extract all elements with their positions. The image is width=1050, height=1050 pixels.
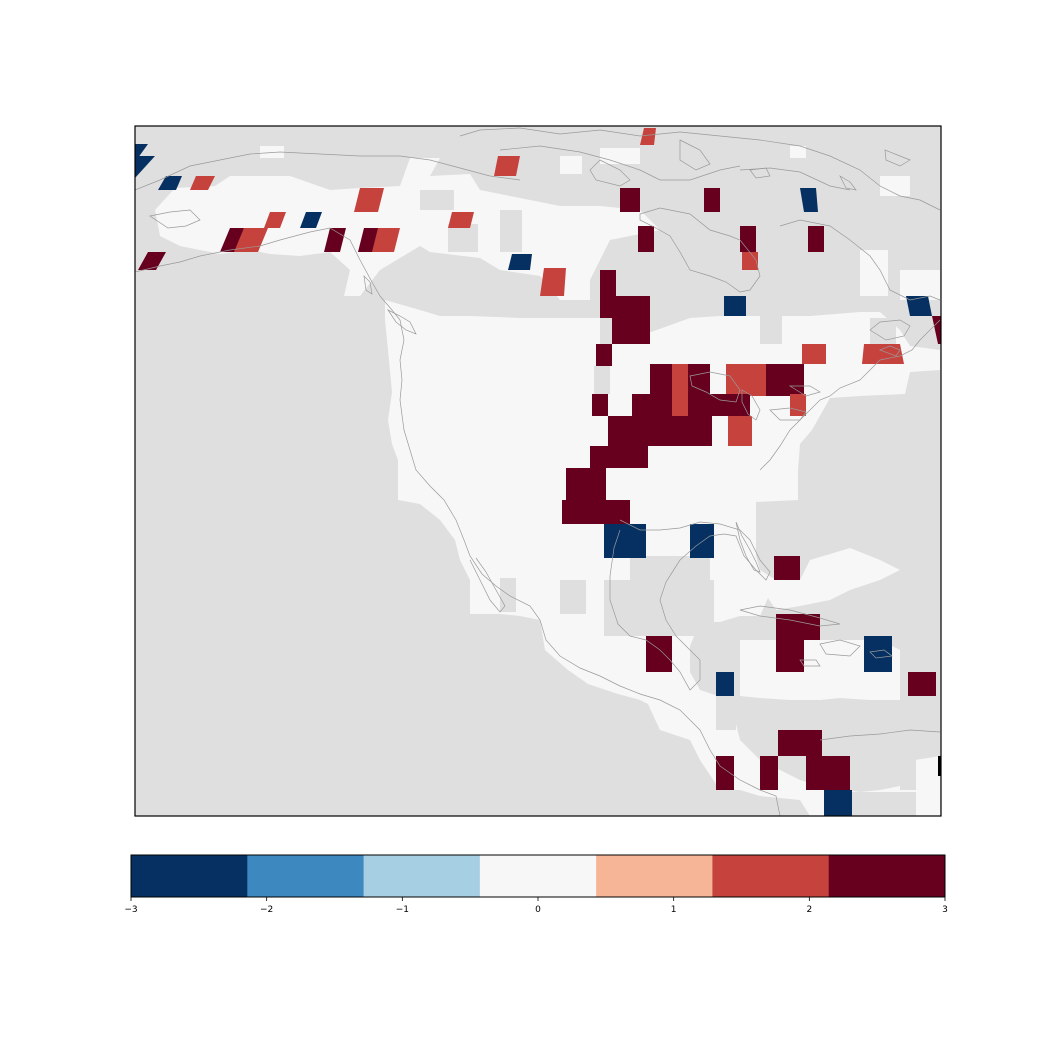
cell-alaska-w2 [135,156,155,178]
colorbar-tick-label: −2 [260,905,273,915]
cell-hudson-3 [808,226,824,252]
colorbar-tick-label: 2 [806,905,812,915]
cell-nunavut-2 [704,188,720,212]
cell-caribbean-1 [774,556,800,580]
cell-arctic-1 [494,156,520,176]
cell-caribbean-4 [716,672,734,696]
cell-edge-1 [824,790,852,816]
cell-baffin-1 [800,188,818,212]
cell-central-am-1 [864,636,892,672]
colorbar-ticks: −3 −2 −1 0 1 2 3 [124,897,948,915]
cell-south-1 [608,416,712,446]
cell-central-2 [688,394,750,416]
cell-caribbean-3 [776,636,804,672]
cell-east-1 [728,416,752,446]
colorbar-tick-label: 3 [942,905,948,915]
cell-ontario-1 [724,296,746,316]
map-panel [135,126,941,816]
colorbar-segments [131,855,946,897]
cell-south-3 [566,468,606,502]
cell-nunavut-1 [620,188,640,212]
cell-hudson-1 [638,226,654,252]
colorbar-segment-6 [828,855,946,897]
coastlines [135,127,941,816]
colorbar-tick-label: −1 [396,905,409,915]
colorbar-tick-label: 1 [671,905,677,915]
cell-south-4 [562,500,630,524]
cell-maritimes-2 [862,344,904,364]
colorbar-tick-label: 0 [535,905,541,915]
cell-midwest-2 [672,364,688,416]
cell-florida-1 [690,524,714,558]
cell-colombia-2 [806,756,850,790]
cell-alaska-1 [190,176,215,190]
cell-yukon-1 [264,212,286,228]
cell-sask-1 [540,268,566,296]
cell-gulf-1 [604,524,646,558]
cell-south-2 [590,446,648,468]
cell-central-3 [790,394,806,416]
cell-arctic-2 [640,128,656,145]
cell-midwest-1 [650,364,674,396]
cell-alaska-2 [158,176,182,190]
map-frame [134,125,942,817]
colorbar-segment-3 [479,855,597,897]
cell-plains-1 [596,344,612,366]
cell-panama-3 [716,756,734,790]
cell-nwt-3 [508,254,532,270]
cell-labrador-2 [932,316,941,344]
cell-hudson-4 [742,252,758,270]
land-nodata-patches [420,190,916,816]
cell-yucatan-1 [776,614,820,640]
cell-hudson-2 [740,226,756,252]
colorbar-segment-4 [596,855,713,897]
cell-plains-2 [592,394,608,416]
cell-manitoba-2 [612,296,650,344]
colorbar-segment-5 [712,855,830,897]
cell-central-1 [632,394,672,418]
cell-caribbean-2 [646,636,672,672]
cell-nwt-2 [448,212,474,228]
cell-greatlakes-1 [726,364,766,396]
cell-yukon-2 [300,212,322,228]
colorbar-segment-0 [131,855,248,897]
cell-labrador-1 [906,296,932,316]
colorbar-segment-1 [247,855,365,897]
cell-bc-n3 [372,228,400,252]
cell-midwest-3 [688,364,710,396]
colorbar-segment-2 [363,855,481,897]
cell-maritimes-1 [802,344,826,364]
cell-panama-1 [908,672,936,696]
cell-alaska-sw [138,252,166,270]
anomaly-cells [135,128,941,816]
colorbar-tick-label: −3 [124,905,137,915]
colorbar: −3 −2 −1 0 1 2 3 [124,854,948,915]
cell-colombia-1 [760,756,778,790]
cell-nwt-1 [354,188,384,212]
cell-panama-2 [778,730,822,756]
